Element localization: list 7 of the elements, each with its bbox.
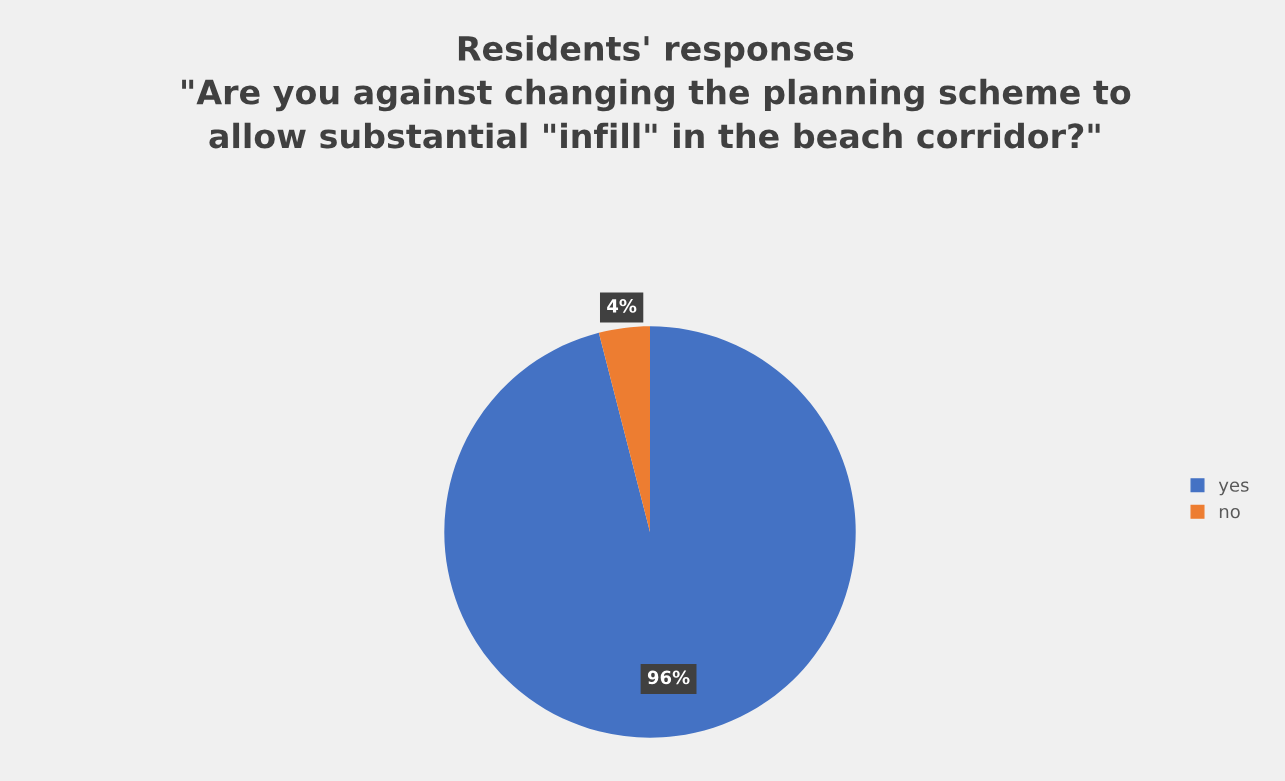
- chart-title: Residents' responses "Are you against changing the planning scheme to allow substantial "infill" in the beach corridor?": [182, 35, 1131, 149]
- data-label: 4%: [607, 299, 637, 313]
- pie-slice: [444, 326, 856, 738]
- legend-label: yes: [1218, 481, 1249, 496]
- legend-label: no: [1219, 507, 1240, 519]
- pie-slice: [598, 326, 650, 532]
- data-label: 96%: [647, 670, 690, 685]
